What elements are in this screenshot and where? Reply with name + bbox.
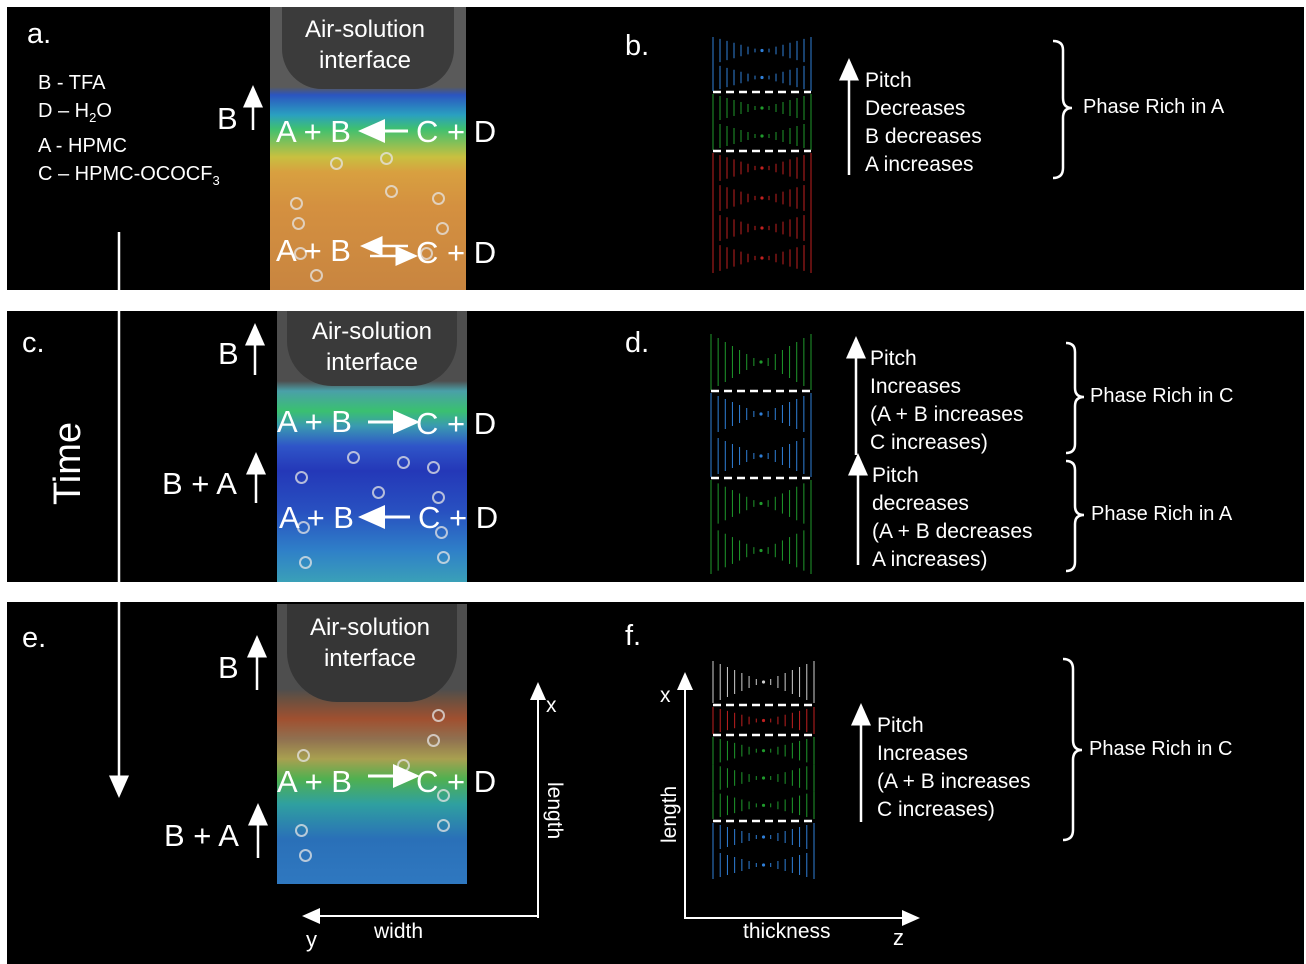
pitch-text-d1: Pitch Increases (A + B increases C increas… xyxy=(870,347,1024,454)
helix-b-red xyxy=(712,153,812,273)
axis-length-label-f: length xyxy=(658,785,681,843)
panel-label-d: d. xyxy=(625,327,650,359)
rxn-a1-left: A + B xyxy=(276,114,351,149)
rxn-a2-left: A + B xyxy=(276,233,351,268)
helix-d-blue xyxy=(710,393,812,477)
phase-label-d2: Phase Rich in A xyxy=(1091,503,1233,525)
bracket-b xyxy=(1052,39,1073,180)
helix-d-green-top xyxy=(710,334,812,390)
air-label-a: Air-solution interface xyxy=(304,16,426,74)
helix-f-red xyxy=(712,707,815,734)
rxn-e1-left: A + B xyxy=(277,764,352,799)
legend-item-c: C – HPMC-OCOCF3 xyxy=(38,163,220,188)
air-label-e: Air-solution interface xyxy=(309,614,431,672)
helix-f-blue xyxy=(712,823,815,879)
vial-photo-a xyxy=(270,7,466,290)
rxn-c1-right: C + D xyxy=(416,406,497,441)
axis-width-label-e: width xyxy=(374,920,424,943)
pitch-text-b: Pitch Decreases B decreases A increases xyxy=(865,69,982,176)
phase-label-b: Phase Rich in A xyxy=(1083,96,1225,118)
helix-f-white xyxy=(712,661,815,703)
rxn-a1-right: C + D xyxy=(416,114,497,149)
rxn-e1-right: C + D xyxy=(416,764,497,799)
panel-label-a: a. xyxy=(27,18,52,50)
side-label-b-c: B xyxy=(218,336,239,371)
helix-b-green xyxy=(712,94,812,150)
rxn-c2-right: C + D xyxy=(418,500,499,535)
panel-label-b: b. xyxy=(625,30,650,62)
rxn-a2-right: C + D xyxy=(416,235,497,270)
axis-y-label-e: y xyxy=(306,927,317,952)
panel-label-c: c. xyxy=(22,327,45,359)
legend: B - TFA D – H2O A - HPMC C – HPMC-OCOCF3 xyxy=(38,69,220,195)
axis-x-label-e: x xyxy=(546,694,557,717)
vial-photo-e xyxy=(277,604,467,884)
bracket-d1 xyxy=(1065,341,1085,455)
panel-middle xyxy=(7,311,1304,582)
panel-label-f: f. xyxy=(625,620,642,652)
side-label-ba-c: B + A xyxy=(162,466,237,501)
panel-bottom xyxy=(7,602,1304,964)
panel-label-e: e. xyxy=(22,622,47,654)
panel-top xyxy=(7,7,1304,290)
helix-b-blue xyxy=(712,37,812,91)
legend-item-b: B - TFA xyxy=(38,72,106,94)
bracket-d2 xyxy=(1065,459,1085,573)
side-label-b-a: B xyxy=(217,101,238,136)
air-label-c: Air-solution interface xyxy=(311,318,433,376)
helix-f-green xyxy=(712,737,815,819)
axis-z-label-f: z xyxy=(893,925,904,950)
axis-x-label-f: x xyxy=(660,684,671,707)
phase-label-f: Phase Rich in C xyxy=(1089,738,1233,760)
side-label-b-e: B xyxy=(218,650,239,685)
axis-length-label-e: length xyxy=(543,782,566,840)
time-label: Time xyxy=(47,421,89,505)
pitch-text-f: Pitch Increases (A + B increases C increas… xyxy=(877,714,1031,821)
helix-stacks xyxy=(710,37,815,879)
legend-item-d: D – H2O xyxy=(38,100,112,125)
legend-item-a: A - HPMC xyxy=(38,135,127,157)
axis-thickness-label-f: thickness xyxy=(743,920,831,943)
rxn-c1-left: A + B xyxy=(277,404,352,439)
phase-label-d1: Phase Rich in C xyxy=(1090,385,1234,407)
bracket-f xyxy=(1062,657,1083,842)
rxn-c2-left: A + B xyxy=(279,500,354,535)
side-label-ba-e: B + A xyxy=(164,818,239,853)
helix-d-green-bottom xyxy=(710,480,812,574)
vial-photo-c xyxy=(277,311,467,582)
pitch-text-d2: Pitch decreases (A + B decreases A increas… xyxy=(872,464,1033,571)
